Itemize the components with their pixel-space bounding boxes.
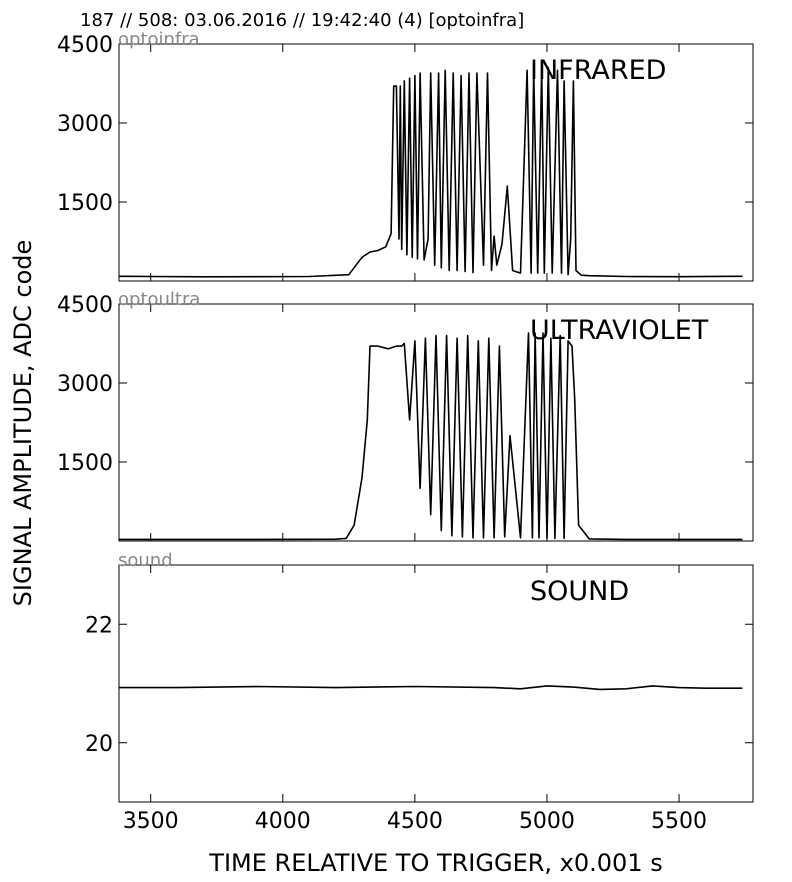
- series-line: [119, 685, 743, 691]
- y-tick-label: 20: [85, 732, 113, 757]
- series-line: [118, 66, 743, 278]
- source-label: sound: [118, 550, 173, 571]
- plot-frame: [118, 303, 754, 542]
- x-tick-label: 4500: [387, 809, 443, 834]
- x-axis-label: TIME RELATIVE TO TRIGGER, x0.001 s: [208, 849, 662, 877]
- y-tick-label: 4500: [57, 33, 113, 58]
- y-tick-label: 4500: [57, 293, 113, 318]
- y-tick-label: 3000: [57, 112, 113, 137]
- y-axis-label: SIGNAL AMPLITUDE, ADC code: [9, 240, 37, 607]
- y-tick-label: 1500: [57, 451, 113, 476]
- source-label: optoinfra: [118, 29, 200, 50]
- x-tick-label: 5500: [651, 809, 707, 834]
- panel-sound: 20 22 3500 4000 4500 5000 5500 sound SOUND: [85, 550, 754, 834]
- plot-frame: [118, 43, 754, 282]
- y-tick-label: 22: [85, 613, 113, 638]
- series-line: [119, 332, 743, 541]
- panel-title: ULTRAVIOLET: [530, 315, 709, 346]
- y-tick-label: 1500: [57, 191, 113, 216]
- panel-title: INFRARED: [530, 55, 666, 86]
- x-tick-label: 5000: [519, 809, 575, 834]
- panel-optoinfra: 1500 3000 4500 optoinfra INFRARED: [57, 29, 754, 282]
- panel-optoultra: 1500 3000 4500 optoultra ULTRAVIOLET: [57, 289, 754, 542]
- y-tick-label: 3000: [57, 372, 113, 397]
- x-tick-label: 4000: [255, 809, 311, 834]
- source-label: optoultra: [118, 289, 200, 310]
- panel-title: SOUND: [530, 576, 629, 607]
- plot-frame: [118, 564, 754, 803]
- x-tick-label: 3500: [123, 809, 179, 834]
- header-text: 187 // 508: 03.06.2016 // 19:42:40 (4) […: [80, 10, 524, 31]
